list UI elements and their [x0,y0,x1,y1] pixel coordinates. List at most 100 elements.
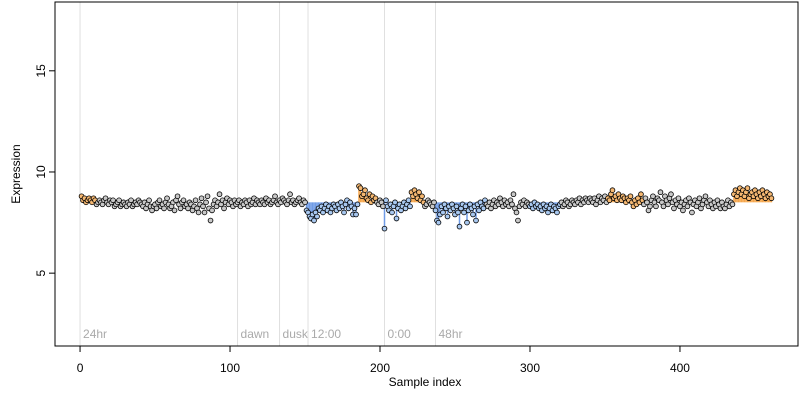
data-point [357,185,364,191]
data-point [200,203,206,210]
data-point [650,193,656,200]
y-tick-label: 10 [34,165,48,179]
data-point [680,207,686,214]
data-point [660,203,667,210]
data-point [768,195,775,202]
x-axis-label: Sample index [389,375,462,389]
data-point [509,201,515,208]
data-point [627,193,634,200]
data-point [470,211,476,218]
data-point [432,207,439,214]
data-point [311,217,317,224]
data-point [513,209,520,216]
data-point [462,203,469,210]
data-point [128,197,134,204]
data-point [453,203,460,210]
data-point [146,197,152,204]
data-point [171,207,178,214]
data-point [272,193,278,200]
annotation-label: 0:00 [388,327,412,341]
data-point [341,209,347,216]
data-point [554,209,560,216]
data-point [302,199,308,206]
data-point [381,225,388,232]
data-point [606,197,613,204]
data-point [684,203,691,210]
plot-frame [54,1,799,347]
data-point [480,205,487,212]
data-point [416,189,422,196]
data-point [653,203,659,210]
data-point [455,209,461,216]
data-point [440,209,446,216]
data-point [702,193,709,200]
data-point [203,199,209,206]
data-point [198,195,205,202]
data-point [689,209,695,216]
data-point [407,203,413,210]
data-point [644,199,650,206]
annotation-label: dawn [241,327,270,341]
data-point [204,193,211,200]
data-point [201,209,208,216]
data-point [515,217,521,224]
data-point [192,197,199,204]
data-point [164,195,170,202]
data-point [461,209,467,216]
data-point [392,199,398,206]
data-point [638,191,644,198]
data-point [177,205,184,212]
annotation-label: 48hr [438,327,462,341]
data-point [419,193,425,200]
data-point [476,207,482,214]
data-point [161,205,167,212]
x-tick-label: 300 [520,361,540,375]
y-tick-label: 15 [34,64,48,78]
data-point [216,191,223,198]
data-point [435,219,442,226]
data-point [351,205,358,212]
data-point [110,197,116,204]
y-axis-label: Expression [9,144,23,203]
data-point [696,195,703,202]
data-point [185,205,191,212]
data-point [510,191,517,198]
data-point [287,191,293,198]
x-tick-label: 200 [370,361,390,375]
data-point [354,201,361,208]
data-point [668,191,674,198]
data-point [362,187,368,193]
data-point [675,195,682,202]
data-point [174,193,181,200]
x-tick-label: 400 [670,361,690,375]
data-point [383,197,389,204]
annotation-label: 24hr [83,327,107,341]
data-point [207,217,214,224]
data-point [647,203,653,210]
data-point [393,215,400,222]
data-point [153,205,160,212]
data-point [221,205,227,212]
x-tick-label: 0 [77,361,84,375]
data-point [744,185,751,191]
data-point [456,223,463,230]
x-tick-label: 100 [220,361,240,375]
data-point [665,201,671,208]
data-point [389,209,395,216]
data-point [180,197,187,204]
annotation-label: 12:00 [311,327,341,341]
y-tick-label: 5 [34,269,48,276]
data-point [405,197,412,204]
annotation-label: dusk [283,327,309,341]
data-point [671,205,677,212]
data-point [431,199,437,206]
data-point [116,197,122,204]
data-point [609,187,616,193]
data-point [353,211,359,218]
data-point [729,201,736,208]
data-point [444,213,451,220]
data-point [657,189,664,196]
data-point [473,217,479,224]
data-point [156,197,163,204]
